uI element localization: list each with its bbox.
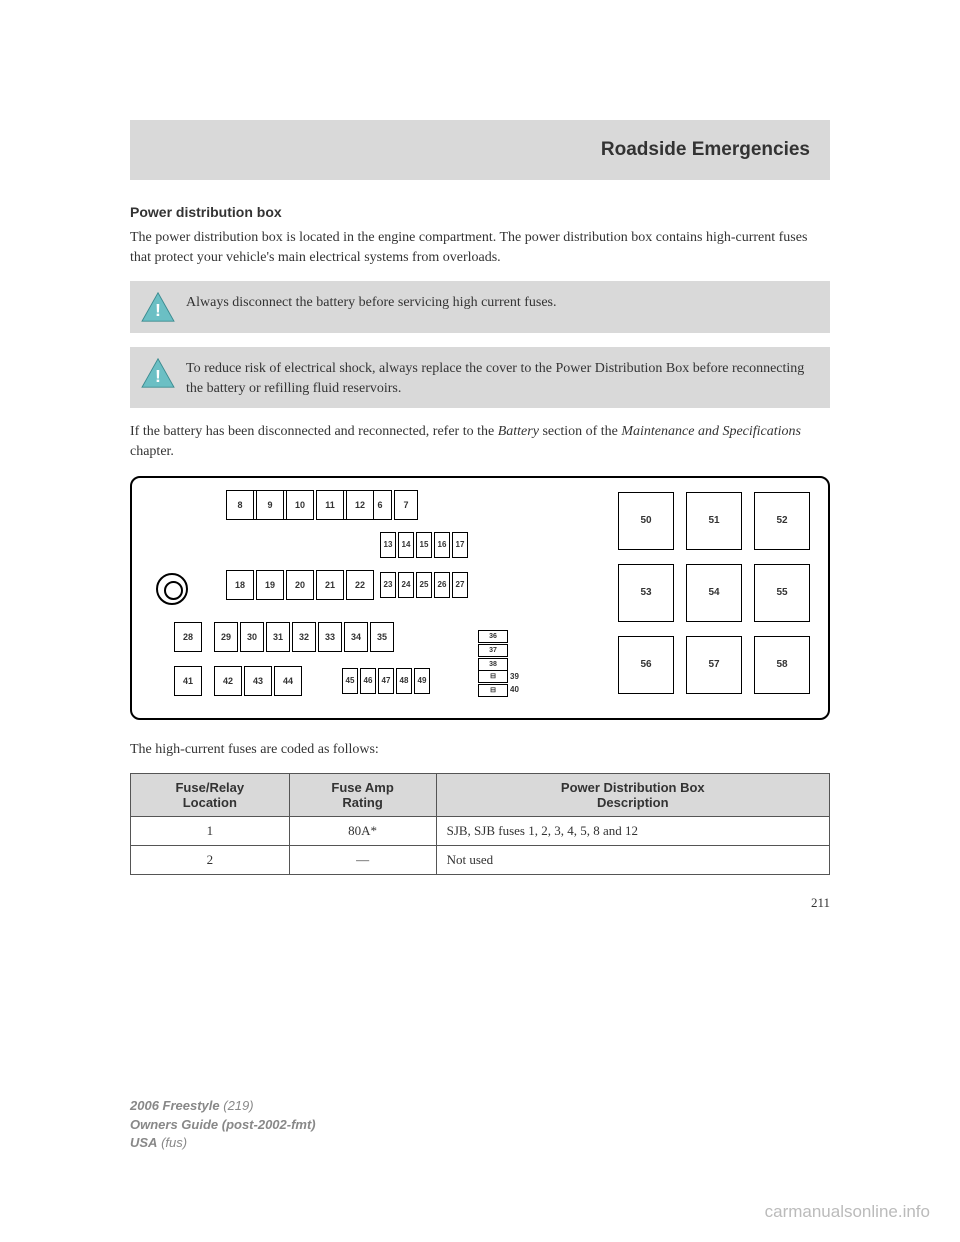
fuse-cell: 24 <box>398 572 414 598</box>
fuse-cell: 35 <box>370 622 394 652</box>
note-post: chapter. <box>130 444 174 459</box>
table-intro: The high-current fuses are coded as foll… <box>130 740 830 760</box>
fuse-cell: 28 <box>174 622 202 652</box>
fuse-cell: 43 <box>244 666 272 696</box>
fuse-cell: 49 <box>414 668 430 694</box>
chapter-title: Roadside Emergencies <box>601 139 810 161</box>
fuse-cell: 22 <box>346 570 374 600</box>
note-italic2: Maintenance and Specifications <box>621 424 801 439</box>
cell-amp: 80A* <box>289 817 436 846</box>
fuse-cell: 42 <box>214 666 242 696</box>
fuse-cell: 19 <box>256 570 284 600</box>
cell-desc: SJB, SJB fuses 1, 2, 3, 4, 5, 8 and 12 <box>436 817 829 846</box>
fuse-cell: 30 <box>240 622 264 652</box>
fuse-cell: 32 <box>292 622 316 652</box>
fuse-cell: 44 <box>274 666 302 696</box>
table-row: 1 80A* SJB, SJB fuses 1, 2, 3, 4, 5, 8 a… <box>131 817 830 846</box>
th-amp: Fuse AmpRating <box>289 774 436 817</box>
mini-fuse: 37 <box>478 644 508 657</box>
mini-label-40: 40 <box>510 685 519 694</box>
cell-loc: 1 <box>131 817 290 846</box>
relay-cell: 54 <box>686 564 742 622</box>
mini-fuse: 36 <box>478 630 508 643</box>
warning-icon: ! <box>140 357 176 389</box>
fuse-cell: 33 <box>318 622 342 652</box>
footer-region-code: (fus) <box>161 1135 187 1150</box>
fuse-cell: 29 <box>214 622 238 652</box>
fuse-cell: 20 <box>286 570 314 600</box>
fuse-cell: 12 <box>346 490 374 520</box>
fuse-cell: 7 <box>394 490 418 520</box>
fuse-cell: 25 <box>416 572 432 598</box>
fuse-cell: 10 <box>286 490 314 520</box>
fuse-cell: 26 <box>434 572 450 598</box>
bolt-icon <box>156 573 188 605</box>
page-number: 211 <box>130 895 830 911</box>
relay-grid: 505152 535455 565758 <box>618 492 810 694</box>
relay-cell: 57 <box>686 636 742 694</box>
note-pre: If the battery has been disconnected and… <box>130 424 498 439</box>
fuse-cell: 16 <box>434 532 450 558</box>
footer-model-code: (219) <box>223 1098 253 1113</box>
fuse-cell: 47 <box>378 668 394 694</box>
battery-note: If the battery has been disconnected and… <box>130 422 830 461</box>
fuse-cell: 34 <box>344 622 368 652</box>
fuse-cell: 11 <box>316 490 344 520</box>
cell-amp: — <box>289 846 436 875</box>
fuse-cell: 18 <box>226 570 254 600</box>
fuse-cell: 8 <box>226 490 254 520</box>
relay-cell: 52 <box>754 492 810 550</box>
mini-label-39: 39 <box>510 672 519 681</box>
fuse-cell: 9 <box>256 490 284 520</box>
footer-region: USA <box>130 1135 157 1150</box>
note-mid: section of the <box>539 424 621 439</box>
mini-fuse-stack: 363738 <box>478 630 508 671</box>
th-desc: Power Distribution BoxDescription <box>436 774 829 817</box>
mini-fuse-side: ⊟ ⊟ <box>478 670 508 697</box>
fuse-cell: 48 <box>396 668 412 694</box>
warning-2-text: To reduce risk of electrical shock, alwa… <box>186 357 816 398</box>
fuse-cell: 31 <box>266 622 290 652</box>
section-title: Power distribution box <box>130 204 830 220</box>
svg-text:!: ! <box>155 300 161 320</box>
footer: 2006 Freestyle (219) Owners Guide (post-… <box>130 1097 316 1152</box>
fuse-cell: 27 <box>452 572 468 598</box>
cell-desc: Not used <box>436 846 829 875</box>
fuse-cell: 17 <box>452 532 468 558</box>
fuse-cell: 23 <box>380 572 396 598</box>
relay-cell: 55 <box>754 564 810 622</box>
note-italic1: Battery <box>498 424 539 439</box>
watermark: carmanualsonline.info <box>765 1202 930 1222</box>
fuse-box-diagram: 1234567 89101112 1314151617 1819202122 2… <box>130 476 830 720</box>
relay-cell: 58 <box>754 636 810 694</box>
fuse-cell: 45 <box>342 668 358 694</box>
relay-cell: 50 <box>618 492 674 550</box>
fuse-cell: 21 <box>316 570 344 600</box>
footer-guide: Owners Guide (post-2002-fmt) <box>130 1117 316 1132</box>
warning-1-text: Always disconnect the battery before ser… <box>186 291 557 313</box>
relay-cell: 53 <box>618 564 674 622</box>
fuse-cell: 14 <box>398 532 414 558</box>
fuse-table: Fuse/RelayLocation Fuse AmpRating Power … <box>130 773 830 875</box>
relay-cell: 51 <box>686 492 742 550</box>
fuse-cell: 15 <box>416 532 432 558</box>
intro-text: The power distribution box is located in… <box>130 228 830 267</box>
fuse-cell: 41 <box>174 666 202 696</box>
chapter-header: Roadside Emergencies <box>130 120 830 180</box>
cell-loc: 2 <box>131 846 290 875</box>
table-row: 2 — Not used <box>131 846 830 875</box>
fuse-cell: 46 <box>360 668 376 694</box>
footer-model: 2006 Freestyle <box>130 1098 220 1113</box>
th-location: Fuse/RelayLocation <box>131 774 290 817</box>
svg-text:!: ! <box>155 366 161 386</box>
relay-cell: 56 <box>618 636 674 694</box>
warning-icon: ! <box>140 291 176 323</box>
fuse-cell: 13 <box>380 532 396 558</box>
warning-1: ! Always disconnect the battery before s… <box>130 281 830 333</box>
page: Roadside Emergencies Power distribution … <box>0 0 960 1242</box>
warning-2: ! To reduce risk of electrical shock, al… <box>130 347 830 408</box>
